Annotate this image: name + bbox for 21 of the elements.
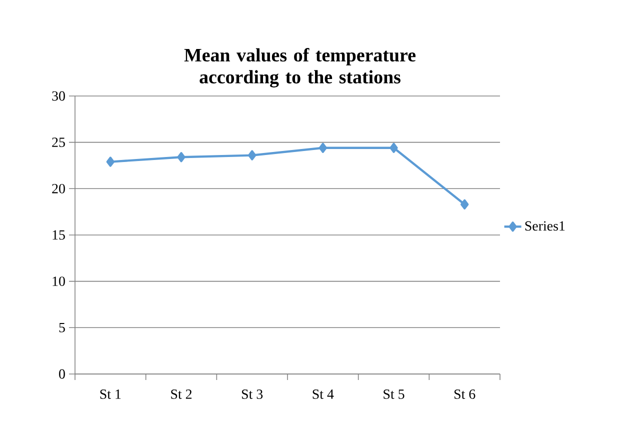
x-tick-label: St 3	[242, 390, 263, 399]
y-tick-label: 30	[52, 91, 65, 101]
point	[106, 156, 115, 167]
y-tick-label: 10	[52, 276, 65, 286]
x-tick-label: St 4	[312, 390, 334, 399]
point	[318, 142, 328, 153]
y-tick-label: 20	[52, 184, 65, 194]
y-tick-label: 25	[52, 138, 65, 148]
x-tick-label: St 2	[171, 390, 192, 399]
y-tick-label: 0	[59, 369, 65, 379]
point	[248, 150, 256, 160]
x-tick-label: St 6	[454, 390, 476, 399]
x-tick-label: St 1	[100, 390, 121, 399]
point	[177, 152, 186, 162]
y-tick-label: 5	[59, 323, 65, 332]
x-tick-label: St 5	[384, 390, 404, 399]
legend-label: Series1	[525, 221, 565, 231]
point	[460, 199, 469, 210]
chart-title: Mean values of temperature according to the stations	[184, 48, 416, 88]
point	[390, 142, 398, 153]
y-tick-label: 15	[52, 230, 65, 240]
